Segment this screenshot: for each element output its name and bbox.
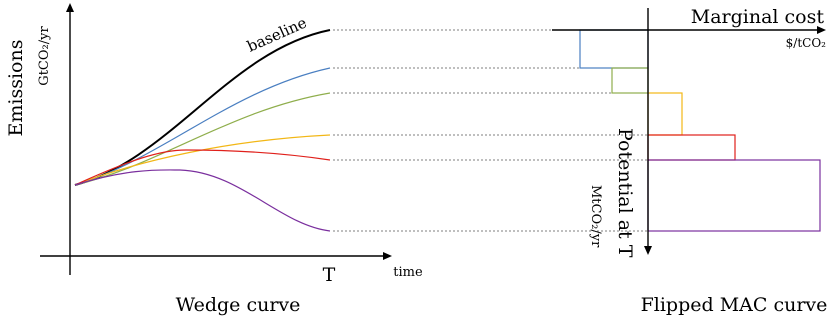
red-wedge-curve [74,149,331,186]
emissions-label: Emissions [5,40,27,137]
green-wedge-curve [74,92,331,186]
connector-lines [333,29,648,232]
purple-mac-block [647,159,821,232]
marginal-cost-axis-arrowhead [817,26,826,34]
time-label: time [393,265,423,280]
potential-axis-arrowhead [644,246,652,255]
blue-mac-block [579,29,649,69]
marginal-cost-unit: $/tCO₂ [786,36,827,50]
mac-curve-caption: Flipped MAC curve [641,294,828,316]
green-mac-block [611,67,649,94]
potential-unit: MtCO₂/yr [588,185,603,248]
potential-label: Potential at T [614,128,636,258]
marginal-cost-label: Marginal cost [691,6,825,28]
wedge-curve-panel: baseline Emissions GtCO₂/yr T time Wedge… [5,3,423,316]
blue-wedge-curve [74,67,331,186]
purple-wedge-curve [74,169,331,232]
time-axis-arrowhead [383,252,392,260]
yellow-wedge-curve [74,134,331,186]
yellow-mac-block [647,92,683,136]
time-tick-T: T [323,264,336,286]
baseline-curve [74,29,331,186]
wedge-curve-caption: Wedge curve [176,294,301,316]
emissions-axis-arrowhead [66,3,74,12]
flipped-mac-panel: Marginal cost $/tCO₂ Potential at T MtCO… [552,6,827,316]
red-mac-block [647,134,736,161]
emissions-unit: GtCO₂/yr [37,26,52,86]
